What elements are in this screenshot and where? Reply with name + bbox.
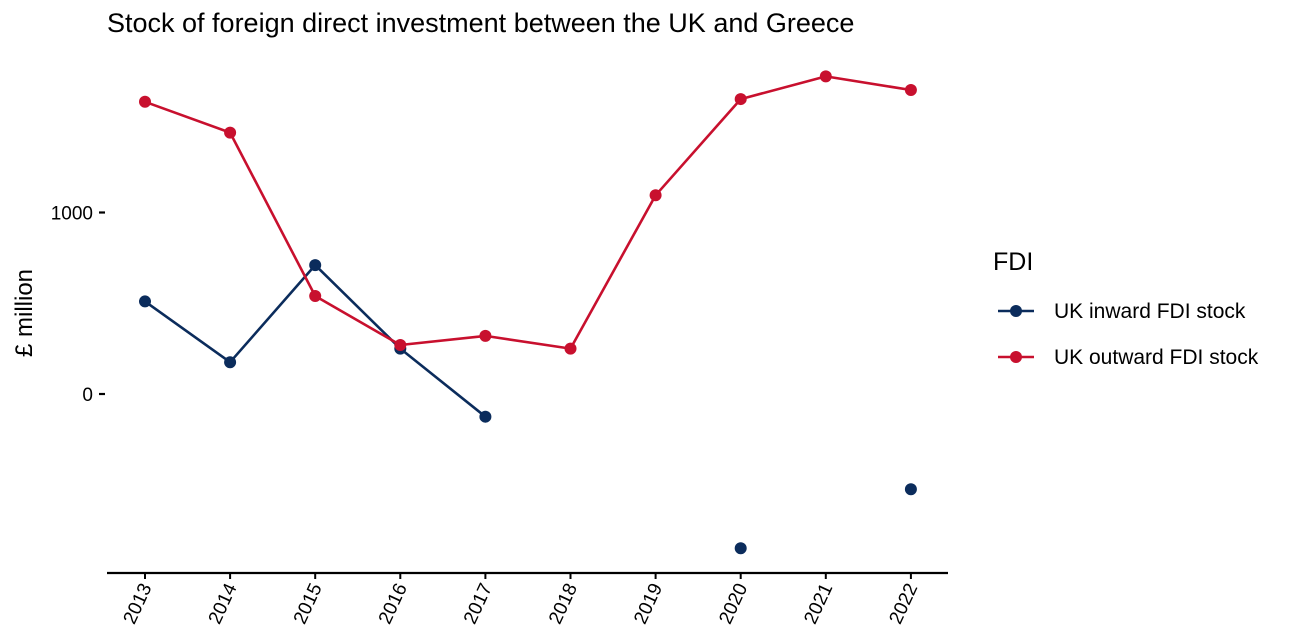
legend-key-point-uk-inward-fdi-stock — [1010, 305, 1022, 317]
axes: 2013 2014 2015 2016 2017 2018 2019 2020 2021 2022… — [51, 204, 948, 628]
x-tick-label: 2019 — [630, 580, 667, 627]
uk-inward-fdi-stock-point — [904, 483, 917, 496]
legend-label-uk-outward-fdi-stock: UK outward FDI stock — [1054, 346, 1259, 369]
uk-outward-fdi-stock-point — [819, 70, 832, 83]
uk-inward-fdi-stock-point — [479, 410, 492, 423]
x-tick-label: 2018 — [545, 580, 582, 627]
legend-label-uk-inward-fdi-stock: UK inward FDI stock — [1054, 300, 1246, 323]
uk-outward-fdi-stock-point — [564, 342, 577, 355]
y-axis-label: £ million — [11, 269, 38, 357]
uk-outward-fdi-stock-point — [139, 95, 151, 108]
legend-key-point-uk-outward-fdi-stock — [1010, 351, 1022, 363]
series-lines — [144, 75, 912, 489]
x-tick-label: 2015 — [290, 580, 327, 627]
uk-outward-fdi-stock-point — [224, 126, 237, 139]
x-tick-label: 2021 — [800, 580, 837, 627]
x-tick-label: 2017 — [460, 580, 497, 627]
uk-outward-fdi-stock-point — [649, 189, 662, 202]
legend-title: FDI — [993, 248, 1033, 276]
uk-inward-fdi-stock-point — [224, 356, 237, 369]
y-tick-label: 0 — [82, 385, 93, 406]
uk-outward-fdi-stock-point — [309, 289, 322, 302]
chart-title: Stock of foreign direct investment betwe… — [107, 8, 854, 38]
uk-outward-fdi-stock-point — [734, 93, 747, 106]
uk-inward-fdi-stock-point — [309, 259, 322, 272]
x-tick-label: 2014 — [205, 580, 242, 628]
uk-inward-fdi-stock-line — [145, 265, 911, 489]
x-tick-label: 2020 — [715, 580, 752, 627]
y-tick-label: 1000 — [51, 204, 93, 225]
uk-inward-fdi-stock-point — [139, 295, 151, 308]
x-tick-label: 2016 — [375, 580, 412, 627]
uk-outward-fdi-stock-point — [394, 338, 407, 351]
x-tick-label: 2022 — [886, 580, 923, 627]
x-tick-label: 2013 — [120, 580, 157, 627]
uk-outward-fdi-stock-point — [479, 329, 492, 342]
uk-outward-fdi-stock-line — [144, 75, 912, 350]
legend: FDI UK inward FDI stock UK outward FDI st… — [993, 248, 1259, 369]
uk-outward-fdi-stock-point — [904, 83, 917, 96]
uk-inward-fdi-stock-point — [734, 542, 747, 555]
series-points — [139, 70, 917, 555]
